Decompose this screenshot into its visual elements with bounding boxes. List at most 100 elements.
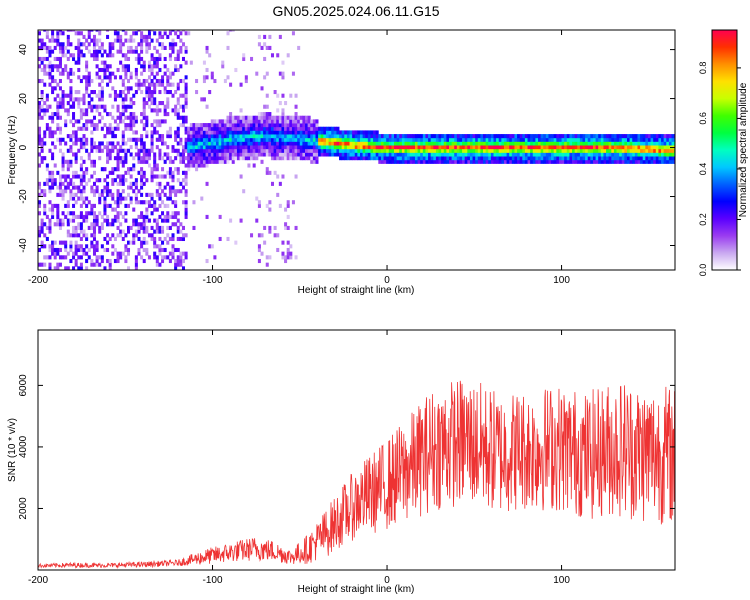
heatmap-cell [38, 163, 42, 168]
heatmap-cell [268, 119, 272, 124]
heatmap-cell [404, 134, 408, 139]
heatmap-cell [250, 123, 254, 128]
heatmap-cell [346, 137, 350, 142]
heatmap-cell [171, 211, 175, 216]
heatmap-cell [82, 101, 86, 106]
heatmap-cell [632, 141, 636, 146]
heatmap-cell [134, 196, 138, 201]
heatmap-cell [92, 262, 96, 267]
x-tick-label: -100 [203, 575, 223, 586]
heatmap-cell [464, 156, 468, 161]
heatmap-cell [281, 148, 285, 153]
heatmap-cell [38, 229, 42, 234]
heatmap-cell [640, 134, 644, 139]
heatmap-cell [289, 156, 293, 161]
heatmap-cell [608, 141, 612, 146]
heatmap-cell [53, 203, 57, 208]
heatmap-cell [239, 145, 243, 150]
heatmap-cell [69, 211, 73, 216]
heatmap-cell [428, 148, 432, 153]
heatmap-cell [438, 148, 442, 153]
heatmap-cell [58, 192, 62, 197]
heatmap-cell [514, 159, 518, 164]
heatmap-cell [200, 156, 204, 161]
heatmap-cell [511, 141, 515, 146]
heatmap-cell [532, 137, 536, 142]
heatmap-cell [229, 112, 233, 117]
heatmap-cell [433, 156, 437, 161]
heatmap-cell [124, 67, 128, 73]
heatmap-cell [213, 255, 217, 260]
heatmap-cell [543, 152, 547, 157]
heatmap-cell [632, 152, 636, 157]
heatmap-cell [192, 123, 196, 128]
heatmap-cell [61, 137, 65, 142]
heatmap-cell [45, 178, 49, 183]
heatmap-cell [223, 126, 227, 131]
heatmap-cell [95, 30, 99, 32]
heatmap-cell [163, 56, 167, 62]
heatmap-cell [352, 134, 356, 139]
heatmap-cell [349, 156, 353, 161]
heatmap-cell [257, 203, 261, 208]
heatmap-cell [587, 145, 591, 150]
heatmap-cell [428, 134, 432, 139]
heatmap-cell [150, 93, 154, 98]
heatmap-cell [333, 152, 337, 157]
heatmap-cell [532, 134, 536, 139]
heatmap-cell [127, 167, 131, 172]
heatmap-cell [176, 97, 180, 102]
heatmap-cell [116, 200, 120, 205]
heatmap-cell [370, 156, 374, 161]
heatmap-cell [58, 262, 62, 267]
heatmap-cell [509, 159, 513, 164]
heatmap-cell [181, 185, 185, 190]
heatmap-cell [153, 82, 157, 87]
heatmap-cell [257, 152, 261, 157]
heatmap-cell [462, 145, 466, 150]
heatmap-cell [184, 82, 188, 87]
heatmap-cell [137, 148, 141, 153]
heatmap-cell [273, 145, 277, 150]
heatmap-cell [208, 145, 212, 150]
heatmap-cell [223, 119, 227, 124]
heatmap-cell [600, 134, 604, 139]
heatmap-cell [174, 203, 178, 208]
heatmap-cell [223, 152, 227, 157]
heatmap-cell [53, 181, 57, 186]
heatmap-cell [386, 159, 390, 164]
heatmap-cell [56, 112, 60, 117]
heatmap-cell [113, 97, 117, 102]
heatmap-cell [477, 141, 481, 146]
heatmap-cell [108, 141, 112, 146]
heatmap-cell [134, 222, 138, 227]
heatmap-cell [336, 130, 340, 135]
heatmap-cell [66, 218, 70, 223]
heatmap-cell [483, 137, 487, 142]
heatmap-cell [420, 134, 424, 139]
heatmap-cell [433, 159, 437, 164]
heatmap-cell [420, 159, 424, 164]
heatmap-cell [174, 31, 178, 36]
heatmap-cell [252, 152, 256, 157]
heatmap-cell [462, 137, 466, 142]
heatmap-cell [234, 137, 238, 142]
heatmap-cell [142, 174, 146, 179]
heatmap-cell [124, 196, 128, 201]
heatmap-cell [176, 126, 180, 131]
heatmap-cell [155, 137, 159, 142]
heatmap-cell [53, 163, 57, 168]
heatmap-cell [323, 126, 327, 131]
heatmap-cell [305, 145, 309, 150]
heatmap-cell [414, 134, 418, 139]
heatmap-cell [137, 42, 141, 47]
heatmap-cell [435, 141, 439, 146]
heatmap-cell [161, 247, 165, 253]
heatmap-cell [90, 97, 94, 102]
heatmap-cell [598, 145, 602, 150]
heatmap-cell [663, 148, 667, 153]
heatmap-cell [140, 112, 144, 117]
heatmap-cell [420, 145, 424, 150]
heatmap-cell [171, 185, 175, 190]
heatmap-cell [404, 137, 408, 142]
